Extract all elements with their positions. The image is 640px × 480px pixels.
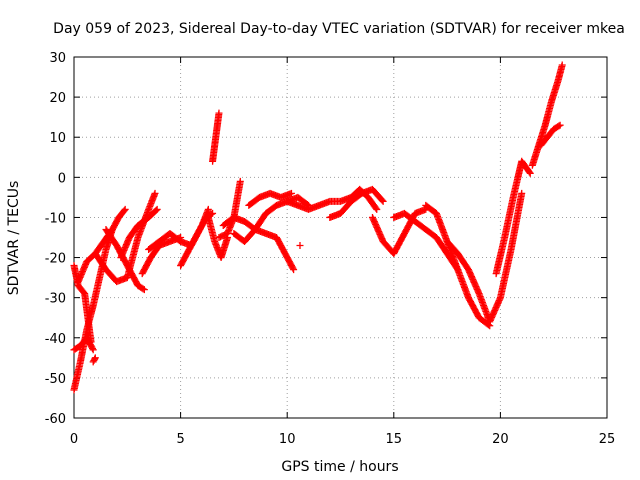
series-s22 xyxy=(422,201,494,330)
x-tick-label: 0 xyxy=(70,432,78,447)
y-tick-label: 20 xyxy=(49,91,66,106)
data-point-marker xyxy=(296,242,304,250)
series-s16 xyxy=(245,189,295,209)
data-points xyxy=(70,61,566,394)
data-point-marker xyxy=(121,205,129,213)
data-point-marker xyxy=(140,286,148,294)
x-axis-label: GPS time / hours xyxy=(281,459,398,475)
y-tick-label: -30 xyxy=(45,292,66,307)
data-point-marker xyxy=(209,209,217,217)
data-point-marker xyxy=(518,189,526,197)
series-s11 xyxy=(204,213,232,262)
data-point-marker xyxy=(207,210,215,218)
data-point-marker xyxy=(91,355,99,363)
y-tick-label: 10 xyxy=(49,131,66,146)
y-tick-label: -10 xyxy=(45,211,66,226)
data-point-marker xyxy=(526,169,534,177)
series-s23 xyxy=(443,189,526,326)
data-point-marker xyxy=(287,189,295,197)
data-point-marker xyxy=(289,264,297,272)
data-point-marker xyxy=(556,121,564,129)
data-point-marker xyxy=(372,204,380,212)
data-point-marker xyxy=(290,266,298,274)
data-point-marker xyxy=(91,354,99,362)
series-s27 xyxy=(89,354,99,366)
data-point-marker xyxy=(152,206,160,214)
y-tick-label: 30 xyxy=(49,51,66,66)
data-point-marker xyxy=(120,207,128,215)
x-tick-label: 25 xyxy=(599,432,616,447)
data-point-marker xyxy=(108,225,116,233)
y-tick-label: -50 xyxy=(45,372,66,387)
data-point-marker xyxy=(236,177,244,185)
series-s19 xyxy=(296,242,304,250)
series-s13 xyxy=(215,177,244,241)
y-axis-label: SDTVAR / TECUs xyxy=(6,181,22,296)
y-tick-label: -60 xyxy=(45,412,66,427)
series-s24 xyxy=(492,157,534,278)
y-tick-label: -20 xyxy=(45,252,66,267)
data-point-marker xyxy=(153,205,161,213)
series-s15 xyxy=(230,193,313,246)
series-s3 xyxy=(70,334,97,354)
chart-title: Day 059 of 2023, Sidereal Day-to-day VTE… xyxy=(53,21,625,37)
data-point-marker xyxy=(89,346,97,354)
data-point-marker xyxy=(555,122,563,130)
series-s10 xyxy=(177,209,217,270)
series-s7 xyxy=(117,205,161,262)
x-tick-label: 20 xyxy=(492,432,509,447)
x-tick-label: 10 xyxy=(279,432,296,447)
series-s25 xyxy=(528,61,566,169)
y-tick-label: -40 xyxy=(45,332,66,347)
series-s12 xyxy=(209,109,223,165)
data-point-marker xyxy=(151,189,159,197)
data-point-marker xyxy=(379,197,387,205)
data-point-marker xyxy=(525,168,533,176)
grid-lines xyxy=(74,57,607,418)
data-point-marker xyxy=(378,196,386,204)
axis-ticks: 0 5 10 15 20 25 -60 -50 -40 -30 -20 -10 0 10 20 30 xyxy=(45,51,616,447)
data-point-marker xyxy=(373,205,381,213)
data-point-marker xyxy=(139,285,147,293)
data-point-marker xyxy=(88,344,96,352)
series-s18 xyxy=(326,185,387,221)
series-s26 xyxy=(537,121,564,149)
x-tick-label: 15 xyxy=(386,432,403,447)
data-point-marker xyxy=(204,205,212,213)
x-tick-label: 5 xyxy=(176,432,184,447)
y-tick-label: 0 xyxy=(58,171,66,186)
data-point-marker xyxy=(215,109,223,117)
plot-frame xyxy=(73,56,608,419)
series-s1 xyxy=(70,205,129,394)
data-point-marker xyxy=(558,61,566,69)
